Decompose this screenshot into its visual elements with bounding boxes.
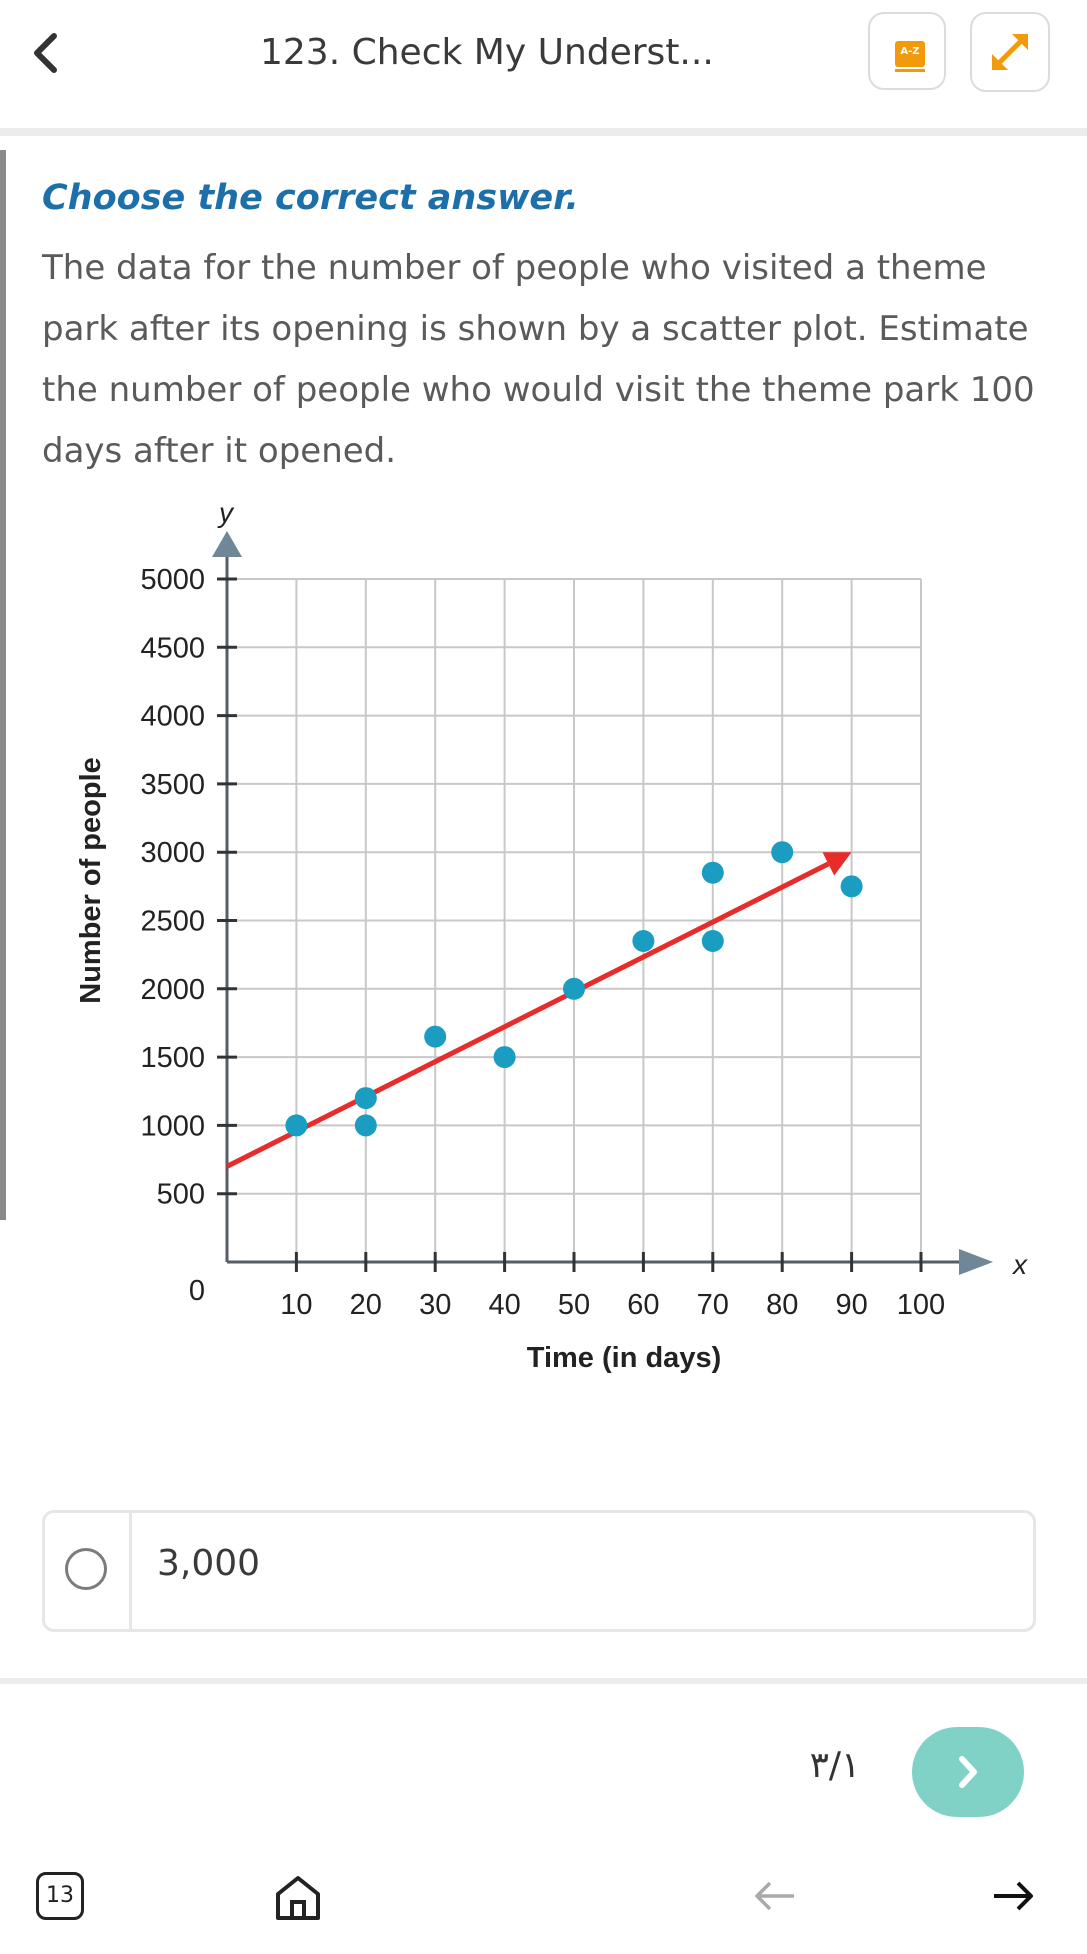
radio-button[interactable]	[65, 1548, 107, 1590]
x-tick-label: 80	[766, 1289, 798, 1321]
y-tick-label: 2000	[140, 974, 205, 1006]
x-axis-arrow	[959, 1249, 993, 1275]
home-icon[interactable]	[272, 1870, 324, 1922]
y-tick-label: 4500	[140, 632, 205, 664]
trend-line-arrowhead	[822, 852, 852, 876]
x-tick-label: 40	[488, 1289, 520, 1321]
data-point	[771, 841, 794, 864]
x-tick-label: 30	[419, 1289, 451, 1321]
scatter-plot-chart: 10 20 30 40 50 60 70 80 90 100 500 1000 1500 2000 2500…	[75, 497, 1028, 1374]
y-tick-label: 1000	[140, 1110, 205, 1142]
x-tick-label: 70	[697, 1289, 729, 1321]
chevron-right-icon	[959, 1756, 977, 1788]
top-bar: 123. Check My Underst... A-Z	[0, 0, 1087, 128]
previous-arrow-icon[interactable]	[752, 1876, 798, 1916]
bottom-navigation: 13	[0, 1832, 1087, 1954]
next-question-button[interactable]	[912, 1727, 1024, 1817]
option-radio-cell	[45, 1513, 132, 1629]
data-point	[632, 929, 655, 952]
y-tick-label: 5000	[140, 564, 205, 596]
glossary-button[interactable]: A-Z	[868, 12, 946, 90]
expand-arrows-icon	[992, 34, 1028, 70]
data-point	[840, 875, 863, 898]
content-scroll-indicator	[0, 150, 6, 1220]
az-book-icon: A-Z	[895, 41, 925, 72]
x-axis-title: Time (in days)	[527, 1342, 721, 1374]
content-divider	[0, 1678, 1087, 1684]
x-tick-label: 50	[558, 1289, 590, 1321]
y-tick-label: 3000	[140, 837, 205, 869]
data-point	[285, 1114, 308, 1137]
header-divider	[0, 128, 1087, 136]
answer-option[interactable]: 3,000	[42, 1510, 1036, 1632]
origin-label: 0	[189, 1275, 205, 1307]
question-page-indicator: ٣/١	[809, 1745, 861, 1786]
y-tick-label: 4000	[140, 701, 205, 733]
option-label: 3,000	[157, 1543, 261, 1584]
y-tick-label: 1500	[140, 1042, 205, 1074]
x-tick-label: 100	[897, 1289, 945, 1321]
data-point	[493, 1046, 516, 1069]
y-axis-title: Number of people	[75, 757, 107, 1004]
data-point	[701, 861, 724, 884]
back-chevron-icon[interactable]	[22, 28, 72, 78]
x-tick-label: 10	[280, 1289, 312, 1321]
y-axis-letter: y	[217, 497, 235, 528]
x-tick-label: 20	[350, 1289, 382, 1321]
data-point	[424, 1025, 447, 1048]
y-tick-label: 500	[157, 1179, 205, 1211]
y-axis-arrow	[212, 531, 242, 557]
page-number-button[interactable]: 13	[36, 1872, 84, 1920]
fullscreen-button[interactable]	[970, 12, 1050, 92]
data-point	[701, 929, 724, 952]
data-point	[354, 1087, 377, 1110]
y-tick-label: 3500	[140, 769, 205, 801]
x-axis-letter: x	[1011, 1249, 1028, 1280]
x-tick-label: 60	[627, 1289, 659, 1321]
data-point	[354, 1114, 377, 1137]
page-title: 123. Check My Underst...	[260, 32, 714, 73]
y-tick-label: 2500	[140, 906, 205, 938]
instruction-text: Choose the correct answer.	[42, 178, 579, 218]
trend-line	[225, 861, 830, 1169]
x-tick-label: 90	[835, 1289, 867, 1321]
next-arrow-icon[interactable]	[990, 1876, 1036, 1916]
question-text: The data for the number of people who vi…	[42, 248, 1035, 471]
data-point	[563, 977, 585, 1000]
